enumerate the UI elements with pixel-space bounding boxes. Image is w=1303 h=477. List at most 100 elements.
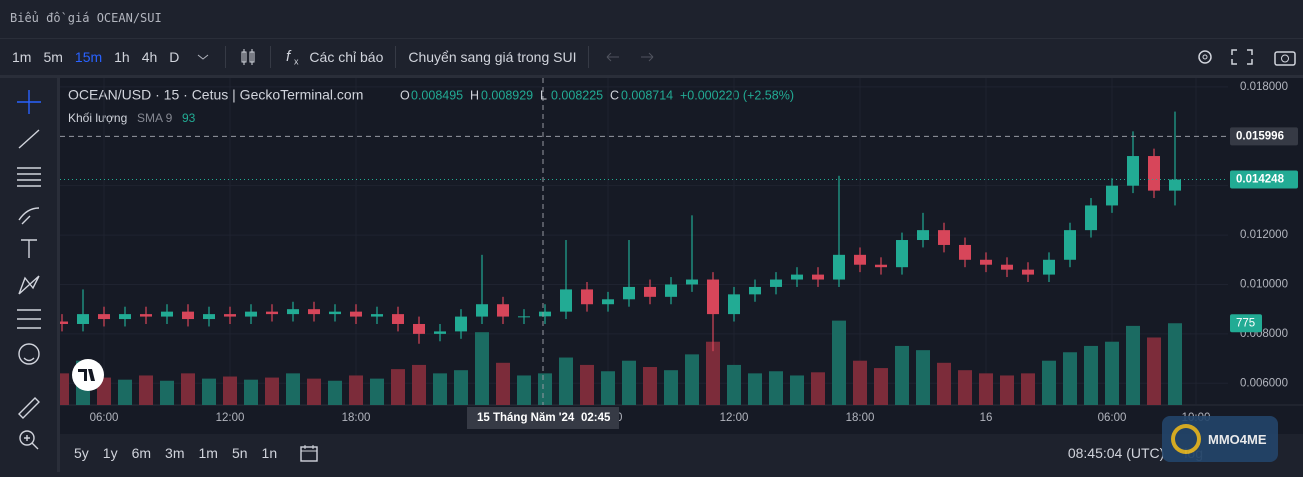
- range-button[interactable]: 1n: [261, 445, 278, 461]
- price-tag: [1230, 170, 1298, 189]
- candle-body: [413, 323, 425, 334]
- candle-body: [77, 314, 89, 324]
- interval-button[interactable]: 1m: [12, 49, 32, 65]
- candle-body: [938, 230, 950, 245]
- candle-body: [497, 304, 509, 317]
- candle-body: [434, 331, 446, 334]
- volume-bar: [1126, 325, 1140, 405]
- crosshair-date: 15 Tháng Năm '24: [477, 412, 575, 424]
- watermark-text: MMO4ME: [1208, 431, 1267, 447]
- candle-body: [1106, 185, 1118, 206]
- interval-button[interactable]: 4h: [141, 49, 158, 65]
- volume-bar: [349, 375, 363, 405]
- interval-button[interactable]: 1h: [114, 49, 130, 65]
- volume-bar: [1042, 360, 1056, 405]
- settings-icons[interactable]: [1193, 46, 1303, 68]
- candle-body: [350, 311, 362, 317]
- volume-bar: [916, 350, 930, 405]
- interval-button[interactable]: 15m: [74, 49, 103, 65]
- range-button[interactable]: 6m: [131, 445, 152, 461]
- range-button[interactable]: 5n: [231, 445, 248, 461]
- candle-body: [1043, 259, 1055, 275]
- range-button[interactable]: 1m: [198, 445, 218, 461]
- range-button[interactable]: 5y: [74, 445, 89, 461]
- candle-body: [287, 309, 299, 315]
- candle-body: [560, 289, 572, 312]
- candle-body: [1064, 230, 1076, 260]
- candle-body: [140, 314, 152, 317]
- candle-body: [707, 279, 719, 315]
- ohlc-name: H: [470, 88, 479, 102]
- interval-dropdown[interactable]: [193, 47, 213, 67]
- undo-redo[interactable]: [601, 47, 661, 67]
- volume-bar: [1021, 373, 1035, 405]
- volume-bar: [307, 378, 321, 405]
- indicators-button[interactable]: Các chỉ báo: [309, 49, 384, 65]
- crosshair-price-label: 0.015996: [1236, 130, 1284, 142]
- clock: 08:45:04 (UTC): [1067, 445, 1165, 461]
- chart: OCEAN/USD · 15 · Cetus | GeckoTerminal.c…: [60, 78, 1303, 434]
- volume-bar: [664, 370, 678, 405]
- range-button[interactable]: 3m: [165, 445, 185, 461]
- interval-button[interactable]: 5m: [43, 49, 63, 65]
- ohlc-value: 0.008225: [551, 88, 603, 102]
- price-tag-label: 0.014248: [1236, 174, 1285, 186]
- candle-body: [308, 309, 320, 315]
- volume-bar: [118, 379, 132, 405]
- volume-bar: [1147, 337, 1161, 405]
- interval-button[interactable]: D: [169, 49, 180, 65]
- volume-bar: [1084, 345, 1098, 405]
- x-tick-label: 16: [980, 412, 993, 424]
- volume-bar: [60, 373, 69, 405]
- volume-bar: [454, 370, 468, 405]
- volume-bar: [1000, 375, 1014, 405]
- volume-bar: [475, 332, 489, 405]
- date-range-button[interactable]: [297, 442, 321, 464]
- volume-bar: [1105, 341, 1119, 405]
- volume-bar: [874, 368, 888, 405]
- candle-body: [770, 279, 782, 287]
- watermark-logo: [1171, 424, 1201, 454]
- drawing-tools[interactable]: [0, 78, 57, 472]
- candle-body: [1169, 179, 1181, 191]
- volume-bar: [1168, 323, 1182, 405]
- crosshair-time-tag: [467, 407, 619, 429]
- volume-bar: [958, 370, 972, 405]
- candle-body: [875, 264, 887, 268]
- volume-bar: [139, 375, 153, 405]
- candle-body: [392, 314, 404, 324]
- candle-body: [266, 311, 278, 315]
- candle-body: [371, 314, 383, 317]
- volume-bar: [496, 362, 510, 405]
- candle-body: [791, 274, 803, 280]
- switch-button[interactable]: Chuyển sang giá trong SUI: [408, 49, 577, 65]
- candle-body: [833, 254, 845, 280]
- candle-body: [686, 279, 698, 285]
- candle-body: [728, 294, 740, 315]
- svg-text:f: f: [286, 48, 292, 65]
- watermark: MMO4ME: [1162, 416, 1278, 462]
- candle-body: [224, 314, 236, 317]
- candle-body: [245, 311, 257, 317]
- volume-bar: [790, 375, 804, 405]
- candle-body: [1127, 156, 1139, 186]
- range-button[interactable]: 1y: [102, 445, 118, 461]
- tv-logo-mark: [78, 369, 95, 381]
- crosshair-time: 02:45: [581, 412, 611, 424]
- candle-body: [182, 311, 194, 320]
- candle-body: [98, 314, 110, 320]
- range-group: 5y 1y 6m 3m 1m 5n 1n: [60, 445, 277, 461]
- candle-body: [161, 311, 173, 317]
- volume-bar: [1063, 352, 1077, 405]
- candle-body: [60, 321, 68, 324]
- tv-logo: [72, 359, 104, 391]
- candle-body: [917, 230, 929, 241]
- candle-body: [518, 316, 530, 318]
- volume-tag: [1230, 314, 1262, 333]
- candle-body: [119, 314, 131, 320]
- candle-type-button[interactable]: [238, 47, 258, 67]
- candle-body: [581, 289, 593, 305]
- symbol-label: OCEAN/USD · 15 · Cetus | GeckoTerminal.c…: [68, 87, 363, 103]
